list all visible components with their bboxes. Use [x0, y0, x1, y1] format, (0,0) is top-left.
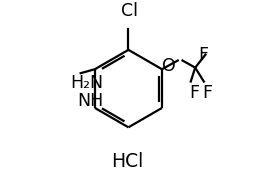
Text: F: F: [203, 84, 213, 102]
Text: F: F: [198, 46, 208, 64]
Text: Cl: Cl: [121, 2, 138, 20]
Text: F: F: [189, 84, 199, 102]
Text: NH: NH: [78, 92, 104, 110]
Text: O: O: [162, 57, 175, 75]
Text: H₂N: H₂N: [71, 74, 104, 92]
Text: HCl: HCl: [111, 152, 143, 171]
